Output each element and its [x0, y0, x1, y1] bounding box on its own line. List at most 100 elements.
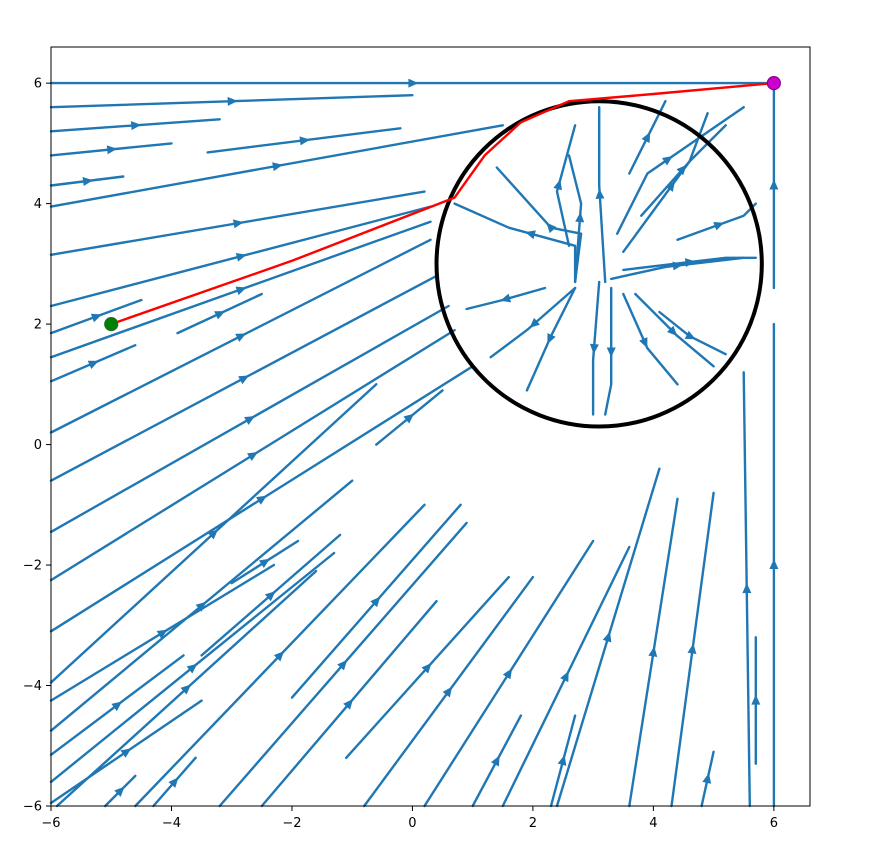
outer-streamline-arrow-14: [238, 375, 250, 385]
outer-streamline-arrow-45: [403, 413, 415, 424]
inner-streamline-arrow-16: [641, 132, 651, 143]
inner-streamline-17: [616, 106, 745, 235]
path-layer: [110, 81, 775, 326]
outer-streamline-arrow-2: [130, 121, 142, 131]
x-tick-label: 4: [649, 816, 657, 831]
y-tick-label: 2: [34, 318, 42, 333]
outer-streamline-arrow-31: [502, 668, 513, 680]
outer-streamline-arrow-0: [408, 78, 419, 88]
inner-streamline-arrow-19: [553, 179, 562, 191]
outer-streamline-arrow-8: [235, 252, 247, 262]
inner-streamline-12: [622, 256, 757, 272]
outer-streamline-arrow-21: [111, 701, 123, 712]
y-tick-label: −6: [23, 800, 42, 815]
obstacle-circle: [434, 99, 764, 429]
outer-streamline-arrow-17: [256, 495, 267, 505]
outer-streamline-arrow-40: [751, 694, 761, 705]
inner-streamline-arrow-17: [661, 156, 673, 166]
inner-streamline-9: [634, 292, 715, 368]
inner-streamline-8: [622, 292, 679, 386]
inner-streamline-arrow-14: [665, 181, 676, 192]
goal-marker: [766, 76, 781, 91]
outer-streamline-arrow-16: [247, 451, 258, 462]
outer-streamline-arrow-28: [337, 659, 348, 671]
inner-streamline-arrow-9: [666, 325, 678, 336]
outer-streamline-arrow-12: [87, 360, 99, 370]
inner-streamline-arrow-13: [713, 221, 725, 231]
y-tick-label: 0: [34, 438, 42, 453]
inner-streamline-16: [628, 100, 667, 175]
outer-streamline-arrow-36: [702, 773, 712, 784]
outer-streamline-arrow-44: [557, 755, 567, 766]
x-axis-ticks: −6 −4 −2 0 2 4 6: [41, 806, 778, 831]
outer-streamline-arrow-33: [602, 631, 612, 643]
y-tick-label: 6: [34, 77, 42, 92]
y-axis-ticks: −6 −4 −2 0 2 4 6: [23, 77, 51, 815]
outer-streamline-arrow-43: [490, 755, 500, 767]
inner-streamline-15: [640, 112, 709, 217]
outer-streamline-arrow-19: [156, 629, 168, 639]
start-marker: [104, 316, 119, 332]
outer-streamline-arrow-22: [186, 663, 198, 674]
outer-streamline-arrow-25: [114, 786, 125, 797]
outer-streamline-arrow-29: [343, 699, 354, 710]
outer-streamline-arrow-46: [370, 596, 381, 608]
obstacle-layer: [434, 99, 764, 429]
inner-streamline-arrow-6: [589, 343, 599, 355]
inner-streamline-arrow-0: [575, 212, 585, 223]
outer-streamline-arrow-34: [648, 646, 658, 658]
outer-streamline-arrow-26: [273, 651, 285, 662]
outer-streamline-arrow-30: [442, 686, 453, 698]
inner-streamline-11: [610, 256, 745, 281]
inner-streamline-6: [591, 280, 601, 416]
marker-layer: [104, 76, 781, 332]
outer-streamline-arrow-6: [272, 162, 283, 172]
outer-streamline-arrow-42: [421, 663, 432, 674]
inner-streamline-arrow-3: [500, 293, 512, 303]
outer-streamline-arrow-20: [195, 601, 207, 612]
inner-streamline-arrow-2: [525, 230, 536, 240]
outer-streamline-arrow-23: [120, 748, 132, 758]
outer-streamline-arrow-39: [769, 179, 779, 190]
inner-streamline-2: [453, 202, 577, 284]
inner-streamline-arrow-8: [639, 337, 648, 349]
inner-streamline-arrow-1: [546, 222, 557, 234]
outer-streamline-arrow-35: [687, 643, 697, 654]
plot-frame: [50, 46, 811, 807]
outer-streamline-arrow-24: [180, 684, 191, 695]
inner-streamline-19: [555, 124, 577, 247]
outer-streamline-arrow-18: [207, 529, 219, 540]
inner-streamline-4: [489, 286, 577, 359]
planned-path: [110, 81, 775, 326]
outer-streamline-arrow-10: [235, 286, 247, 296]
inner-streamline-7: [604, 286, 613, 416]
inner-streamline-arrow-15: [676, 164, 687, 176]
outer-streamline-arrow-15: [244, 416, 256, 425]
outer-streamline-arrow-47: [259, 558, 270, 568]
inner-streamline-arrow-4: [529, 317, 540, 328]
inner-streamline-18: [598, 106, 607, 284]
outer-streamline-arrow-37: [742, 583, 752, 594]
inner-streamline-arrow-7: [606, 347, 616, 358]
outer-streamline-arrow-5: [299, 136, 310, 146]
outer-streamline-arrow-7: [233, 219, 244, 229]
inner-streamline-arrow-18: [595, 188, 605, 199]
outer-streamline-arrow-11: [214, 311, 226, 320]
streamline-layer: [49, 78, 779, 808]
x-tick-label: 0: [408, 816, 416, 831]
outer-streamline-arrow-32: [560, 671, 569, 683]
outer-streamline-arrow-13: [235, 333, 247, 342]
x-tick-label: 6: [770, 816, 778, 831]
inner-streamline-1: [495, 166, 583, 284]
x-tick-label: −4: [162, 816, 181, 831]
outer-streamline-arrow-41: [264, 591, 276, 602]
outer-streamline-arrow-3: [106, 145, 118, 155]
outer-streamline-arrow-38: [769, 559, 779, 569]
x-tick-label: 2: [529, 816, 537, 831]
y-tick-label: −4: [23, 679, 42, 694]
inner-streamline-0: [567, 154, 583, 284]
inner-streamline-arrow-5: [547, 333, 556, 345]
outer-streamline-arrow-9: [90, 313, 102, 323]
inner-streamline-13: [676, 202, 757, 241]
